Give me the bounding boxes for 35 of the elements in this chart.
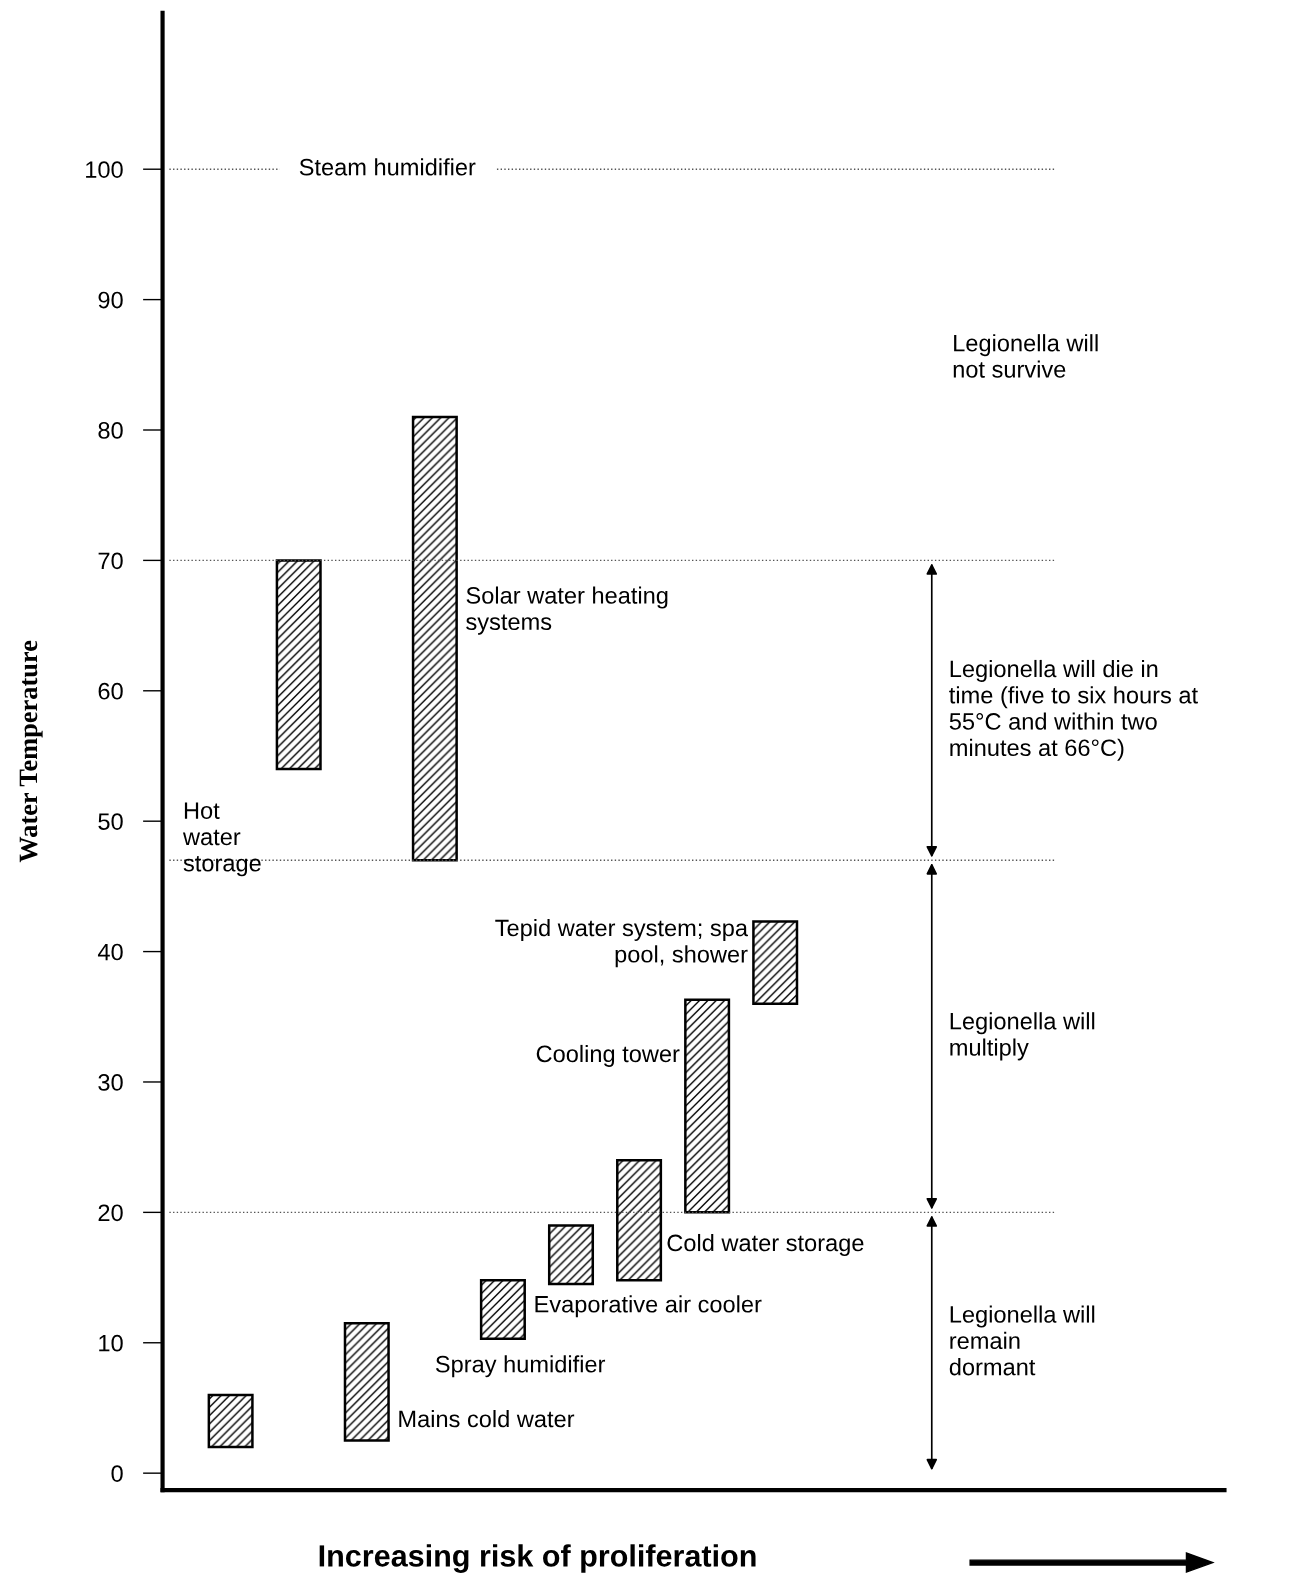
ref-line-label: Steam humidifier xyxy=(299,158,476,176)
y-tick-label: 80 xyxy=(98,422,123,439)
annotation: Spray humidifier xyxy=(435,1355,606,1378)
y-tick-label: 40 xyxy=(97,943,123,961)
bar xyxy=(547,1224,595,1286)
bar xyxy=(207,1393,254,1449)
bar xyxy=(411,415,458,862)
annotation: Solar water heating systems xyxy=(466,586,668,635)
text: Legionella will multiply xyxy=(950,1012,1095,1061)
annotation: Evaporative air cooler xyxy=(535,1295,762,1318)
x-axis-title: Increasing risk of proliferation xyxy=(319,1544,756,1573)
annotation: Cold water storage xyxy=(667,1233,864,1256)
bar xyxy=(479,1278,526,1341)
bar xyxy=(752,920,799,1005)
text: Legionella will die in time (five to six hours at 55°C and within two minutes at 66°C) xyxy=(949,659,1198,761)
y-tick-label: 100 xyxy=(86,161,123,178)
text: Legionella will remain dormant xyxy=(949,1305,1095,1376)
y-tick-label: 50 xyxy=(98,813,123,830)
y-tick-label: 20 xyxy=(98,1204,123,1222)
y-tick-label: 30 xyxy=(98,1074,123,1091)
y-axis-title: Water Temperature xyxy=(19,640,43,863)
y-tick-label: 10 xyxy=(99,1334,123,1352)
text: Legionella will not survive xyxy=(953,334,1098,378)
bar xyxy=(684,998,731,1214)
y-tick-label: 0 xyxy=(111,1465,123,1482)
annotation: Tepid water system; spa pool, shower xyxy=(495,918,748,968)
annotation: Mains cold water xyxy=(399,1410,575,1428)
y-tick-label: 60 xyxy=(98,682,123,700)
annotation: Hot water storage xyxy=(182,802,261,877)
bar xyxy=(275,559,322,771)
y-tick-label: 90 xyxy=(98,291,123,309)
y-tick-label: 70 xyxy=(98,552,123,570)
bar xyxy=(343,1321,390,1442)
annotation: Cooling tower xyxy=(536,1044,680,1067)
bar xyxy=(616,1158,663,1282)
